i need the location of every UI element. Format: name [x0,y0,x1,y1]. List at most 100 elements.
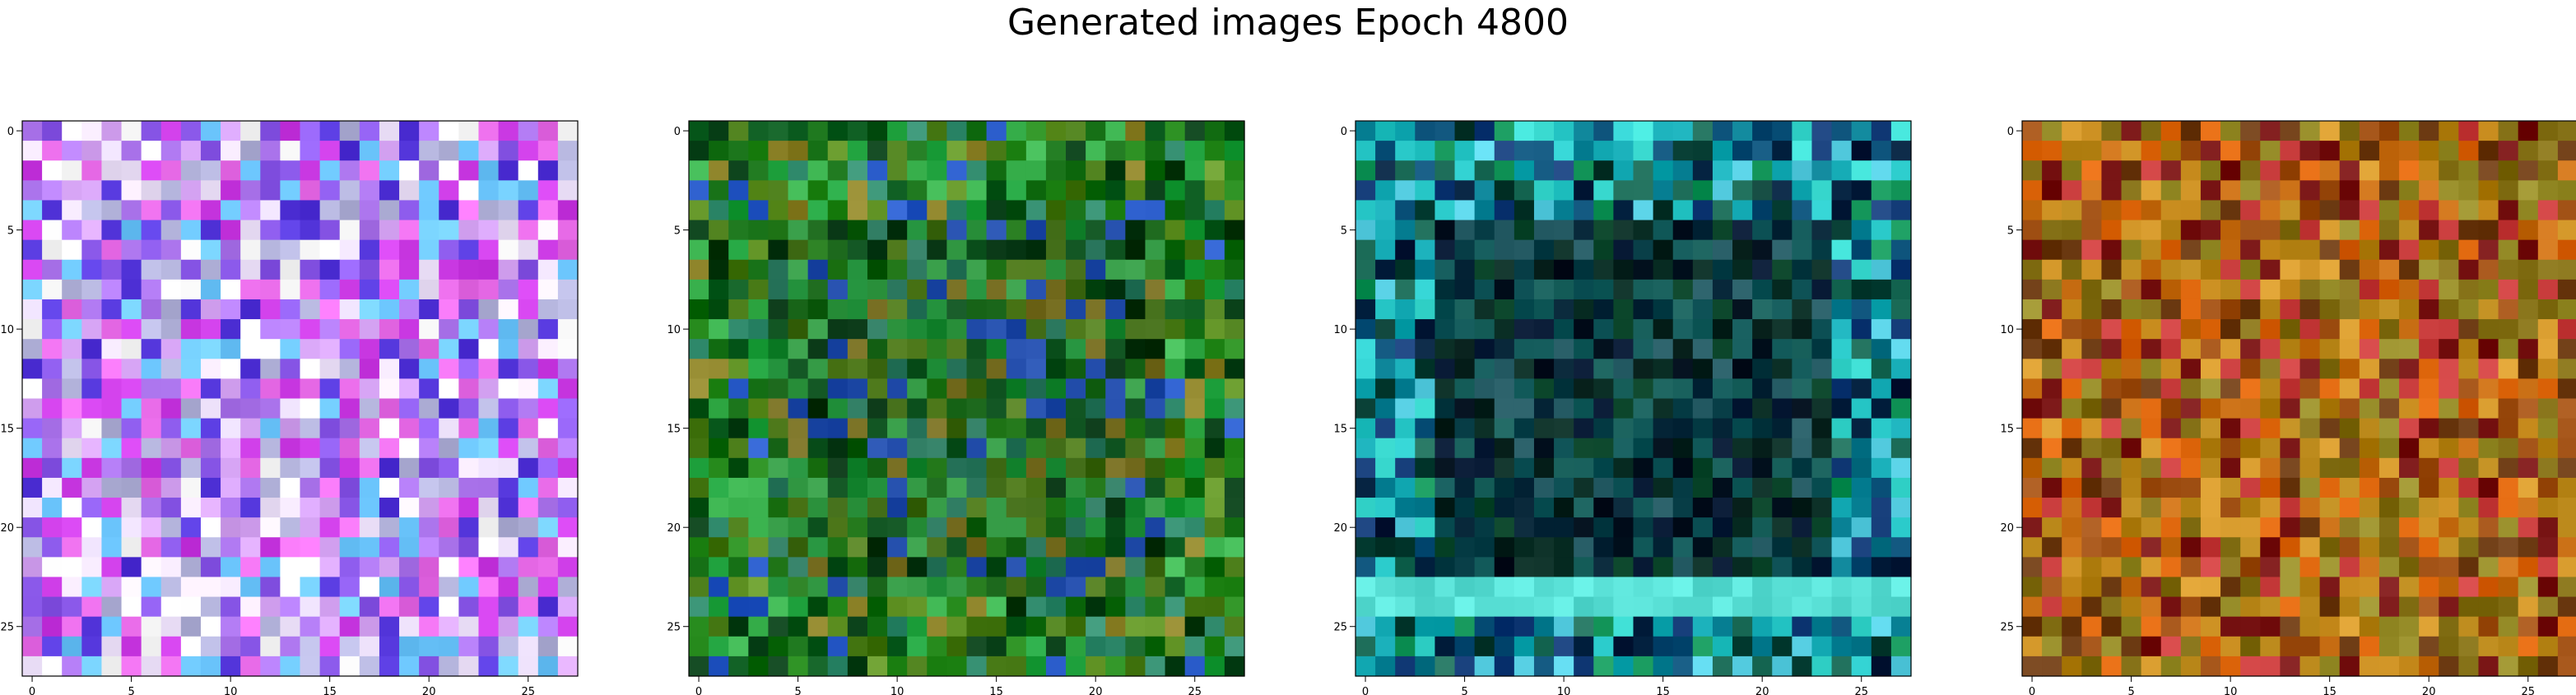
pixel-cell [399,457,420,479]
pixel-cell [180,537,202,558]
pixel-cell [2458,279,2480,300]
pixel-cell [221,160,241,181]
pixel-cell [2319,418,2341,439]
pixel-cell [1871,418,1892,439]
pixel-cell [2101,239,2123,261]
pixel-cell [2062,160,2082,181]
pixel-cell [2458,596,2480,618]
pixel-cell [927,616,947,637]
pixel-cell [1772,438,1793,459]
pixel-cell [518,239,539,261]
pixel-cell [1125,537,1146,558]
pixel-cell [1105,517,1126,538]
pixel-cell [1395,537,1416,558]
pixel-cell [927,498,947,518]
pixel-cell [867,537,888,558]
pixel-cell [399,121,420,141]
pixel-cell [439,656,459,677]
pixel-cell [62,438,82,459]
pixel-cell [867,438,888,459]
pixel-cell [1574,160,1594,181]
pixel-cell [1006,160,1027,181]
pixel-cell [748,359,770,379]
pixel-cell [1514,259,1535,280]
pixel-cell [2319,160,2341,181]
pixel-cell [2141,438,2162,459]
pixel-cell [1653,339,1674,359]
pixel-cell [478,438,500,459]
pixel-cell [1066,517,1086,538]
pixel-cell [1494,398,1515,419]
pixel-cell [709,200,729,221]
pixel-cell [22,537,43,558]
pixel-cell [1871,577,1892,598]
pixel-cell [1454,557,1476,578]
pixel-cell [458,378,480,400]
pixel-cell [121,200,142,221]
pixel-cell [300,616,321,637]
pixel-cell [1184,596,1206,618]
pixel-cell [2359,457,2380,479]
pixel-cell [1772,141,1793,161]
pixel-cell [1145,418,1166,439]
pixel-cell [2220,557,2241,578]
pixel-cell [240,239,261,261]
pixel-cell [200,418,221,439]
pixel-cell [2518,596,2539,618]
pixel-cell [1772,517,1793,538]
pixel-cell [748,141,770,161]
pixel-cell [2419,596,2439,618]
pixel-cell [2121,596,2142,618]
pixel-cell [221,557,241,578]
pixel-cell [240,319,261,340]
pixel-cell [240,160,261,181]
pixel-cell [748,279,770,300]
pixel-cell [557,378,579,400]
pixel-cell [2557,200,2576,221]
pixel-cell [1554,616,1574,637]
pixel-cell [1692,319,1713,340]
pixel-cell [160,141,182,161]
pixel-cell [1653,596,1674,618]
pixel-cell [2478,438,2499,459]
pixel-cell [1086,220,1106,241]
pixel-cell [2141,477,2162,498]
pixel-cell [419,279,439,300]
pixel-cell [927,279,947,300]
pixel-cell [927,457,947,479]
pixel-cell [1395,457,1416,479]
pixel-cell [1792,319,1813,340]
pixel-cell [966,498,988,518]
pixel-cell [1184,141,1206,161]
pixel-cell [847,457,868,479]
pixel-cell [1871,141,1892,161]
pixel-cell [399,378,420,400]
pixel-cell [240,141,261,161]
pixel-cell [2081,180,2103,202]
pixel-cell [2160,557,2182,578]
pixel-cell [81,299,103,320]
pixel-cell [1204,299,1225,320]
pixel-cell [1574,577,1594,598]
pixel-cell [788,239,809,261]
pixel-cell [1772,418,1793,439]
pixel-cell [1851,557,1872,578]
pixel-cell [2180,517,2202,538]
pixel-cell [62,319,82,340]
pixel-cell [1574,477,1594,498]
pixel-cell [518,220,539,241]
pixel-cell [2280,498,2301,518]
pixel-cell [728,537,749,558]
pixel-cell [2518,239,2539,261]
pixel-cell [1494,498,1515,518]
y-tick-label: 0 [2007,126,2014,138]
pixel-cell [867,457,888,479]
pixel-cell [2200,398,2221,419]
pixel-cell [1105,180,1126,202]
pixel-cell [927,259,947,280]
pixel-cell [847,279,868,300]
pixel-cell [689,656,709,677]
pixel-cell [1184,121,1206,141]
pixel-cell [2062,537,2082,558]
